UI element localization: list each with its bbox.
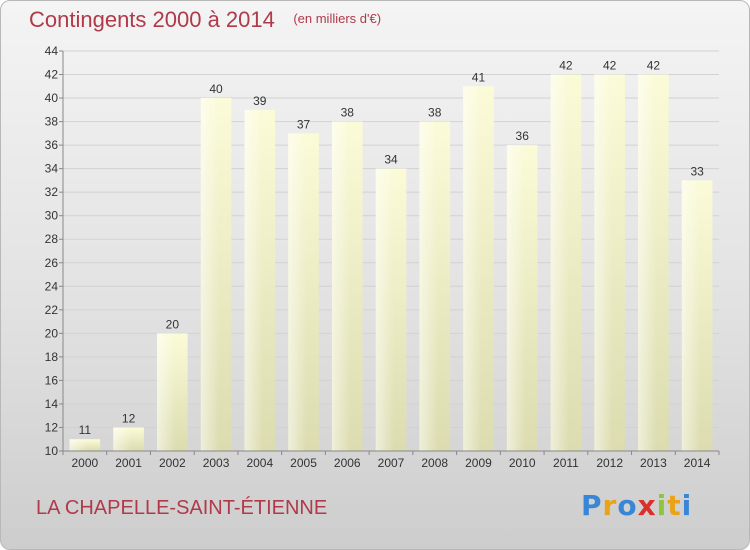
bar-highlight	[681, 180, 713, 452]
x-tick-label: 2014	[684, 456, 711, 470]
bar-highlight	[463, 86, 494, 451]
bar-highlight	[550, 74, 582, 451]
bar-value-label: 36	[516, 129, 530, 143]
y-tick-label: 32	[45, 185, 59, 199]
y-tick-label: 16	[45, 373, 59, 387]
bar-highlight	[113, 427, 144, 451]
bar-value-label: 34	[384, 153, 398, 167]
bar-value-label: 40	[209, 82, 223, 96]
y-tick-label: 24	[45, 279, 59, 293]
y-tick-label: 30	[45, 209, 59, 223]
bar-layer: 11 12 20 40 39 37 38 34 38 41 36 42 42 42 33	[69, 59, 713, 452]
logo-letter: r	[602, 489, 618, 522]
bar-highlight	[375, 168, 407, 451]
x-tick-label: 2004	[246, 456, 273, 470]
logo-letter: i	[681, 489, 693, 522]
x-tick-label: 2002	[159, 456, 186, 470]
bar-value-label: 11	[79, 423, 92, 437]
bar-highlight	[594, 74, 625, 451]
y-tick-label: 12	[45, 420, 59, 434]
commune-name: LA CHAPELLE-SAINT-ÉTIENNE	[36, 497, 328, 519]
chart-title: Contingents 2000 à 2014 (en milliers d'€…	[29, 7, 381, 33]
bar-value-label: 37	[297, 117, 311, 131]
x-tick-label: 2000	[72, 456, 99, 470]
bar-value-label: 39	[253, 94, 267, 108]
bar-highlight	[419, 121, 451, 452]
logo-letter: t	[667, 489, 682, 522]
x-tick-label: 2011	[553, 456, 579, 470]
y-tick-label: 38	[45, 115, 59, 129]
x-tick-label: 2013	[640, 456, 667, 470]
bar-highlight	[288, 133, 319, 451]
y-tick-label: 14	[45, 397, 59, 411]
bar-highlight	[69, 439, 101, 451]
y-tick-label: 22	[45, 303, 59, 317]
y-tick-label: 36	[45, 138, 59, 152]
y-tick-label: 18	[45, 350, 59, 364]
bar-value-label: 42	[647, 59, 661, 73]
chart-title-text: Contingents 2000 à 2014	[29, 7, 275, 32]
bar-highlight	[638, 74, 669, 451]
bar-value-label: 33	[690, 164, 704, 178]
y-tick-label: 20	[45, 326, 59, 340]
bar-highlight	[331, 121, 363, 452]
y-tick-label: 26	[45, 256, 59, 270]
y-tick-label: 34	[45, 162, 59, 176]
x-tick-label: 2012	[596, 456, 623, 470]
proxiti-logo: Proxiti	[581, 489, 692, 522]
y-tick-label: 40	[45, 91, 59, 105]
logo-letter: i	[656, 489, 668, 522]
x-tick-label: 2006	[334, 456, 361, 470]
x-tick-label: 2008	[421, 456, 448, 470]
axis-layer: 10 12 14 16 18 20 22 24 26 28 30 32 34 36 38 40 42 44 2000…	[45, 44, 720, 470]
y-tick-label: 10	[45, 444, 59, 458]
x-tick-label: 2009	[465, 456, 492, 470]
bar-value-label: 41	[472, 70, 486, 84]
bar-value-label: 42	[603, 59, 617, 73]
logo-letter: x	[637, 489, 657, 522]
bar-highlight	[200, 98, 232, 451]
x-tick-label: 2003	[203, 456, 230, 470]
y-tick-label: 44	[45, 44, 59, 58]
bar-highlight	[157, 333, 188, 451]
bar-value-label: 38	[341, 106, 355, 120]
bar-value-label: 42	[559, 59, 573, 73]
x-tick-label: 2010	[509, 456, 536, 470]
chart-unit-label: (en milliers d'€)	[293, 11, 382, 26]
logo-letter: o	[617, 489, 638, 522]
bar-value-label: 12	[122, 411, 136, 425]
y-tick-label: 28	[45, 232, 59, 246]
x-tick-label: 2007	[378, 456, 405, 470]
bar-value-label: 20	[166, 317, 180, 331]
bar-highlight	[244, 109, 276, 451]
logo-letter: P	[581, 489, 603, 522]
bar-highlight	[506, 145, 538, 451]
bar-value-label: 38	[428, 106, 442, 120]
x-tick-label: 2001	[115, 456, 142, 470]
x-tick-label: 2005	[290, 456, 317, 470]
y-tick-label: 42	[45, 68, 59, 82]
